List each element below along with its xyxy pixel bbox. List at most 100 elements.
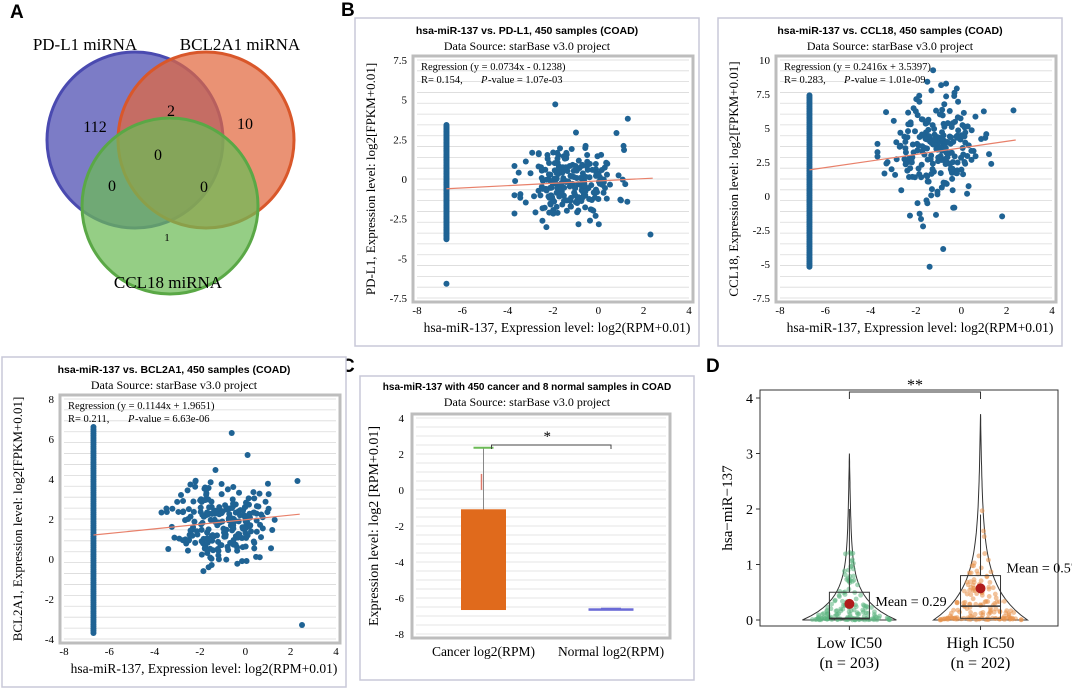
jitter-point [847, 573, 853, 579]
data-point [907, 165, 914, 172]
regression-equation: Regression (y = 0.2416x + 3.5397) [784, 62, 931, 73]
jitter-point [981, 534, 987, 540]
data-point [941, 123, 948, 130]
jitter-point [987, 609, 993, 615]
data-point [209, 510, 216, 517]
p-value: -value = 1.07e-03 [488, 75, 562, 86]
data-point [621, 147, 628, 154]
jitter-point [850, 550, 856, 556]
data-point [924, 173, 931, 180]
data-point [230, 525, 237, 532]
data-point [951, 153, 958, 160]
data-point [567, 194, 574, 201]
data-point [253, 553, 260, 560]
y-tick-label: 0 [402, 174, 408, 186]
y-tick-label: 2 [399, 449, 405, 461]
data-point [874, 153, 881, 160]
jitter-point [849, 557, 855, 563]
data-point [574, 209, 581, 216]
jitter-point [842, 572, 848, 578]
jitter-point [968, 610, 973, 615]
jitter-point [985, 599, 991, 604]
data-point [952, 118, 959, 125]
jitter-point [961, 588, 967, 594]
jitter-point [970, 588, 976, 594]
y-tick-label: 3 [746, 448, 753, 463]
data-point [892, 171, 899, 178]
jitter-point [958, 616, 964, 622]
data-point [550, 149, 557, 156]
chart-subtitle: Data Source: starBase v3.0 project [444, 395, 611, 409]
data-point [924, 78, 931, 85]
y-tick-label: 2.5 [393, 134, 407, 146]
jitter-point [858, 592, 864, 598]
data-point [230, 500, 237, 507]
x-tick-label: -2 [548, 305, 557, 317]
jitter-point [1006, 614, 1011, 620]
data-point [511, 162, 518, 169]
chart-subtitle: Data Source: starBase v3.0 project [807, 39, 974, 53]
x-tick-label: 2 [288, 646, 294, 658]
data-point [939, 106, 946, 113]
data-point [582, 204, 589, 211]
data-point [192, 477, 199, 484]
data-point [916, 210, 923, 217]
data-point [568, 145, 575, 152]
data-point [223, 556, 230, 563]
y-tick-label: 0 [49, 554, 55, 566]
data-point [189, 532, 196, 539]
data-point [595, 195, 602, 202]
jitter-point [816, 614, 822, 620]
jitter-point [962, 599, 968, 605]
jitter-point [986, 557, 991, 563]
data-point [583, 174, 590, 181]
data-point [90, 424, 97, 430]
y-tick-label: 5 [765, 123, 771, 135]
data-point [918, 215, 925, 222]
jitter-point [833, 608, 839, 614]
data-point [897, 142, 904, 149]
data-point [931, 136, 938, 143]
data-point [539, 185, 546, 192]
data-point [962, 160, 969, 167]
scatter-pdl1-panel: hsa-miR-137 vs. PD-L1, 450 samples (COAD… [354, 17, 700, 347]
plot-border [410, 412, 672, 640]
data-point [546, 160, 553, 167]
data-point [239, 558, 246, 565]
data-point [191, 518, 198, 525]
data-point [225, 547, 232, 554]
y-tick-label: -4 [45, 634, 55, 646]
data-point [543, 176, 550, 183]
data-point [911, 128, 918, 135]
data-point [207, 479, 214, 486]
data-point [968, 127, 975, 134]
data-point [174, 498, 181, 505]
data-point [566, 162, 573, 169]
regression-equation: Regression (y = 0.1144x + 1.9651) [68, 401, 215, 412]
data-point [883, 109, 890, 116]
data-point [197, 504, 204, 511]
data-point [584, 158, 591, 165]
data-point [937, 170, 944, 177]
data-point [551, 198, 558, 205]
y-tick-label: -8 [395, 629, 405, 641]
data-point [943, 93, 950, 100]
data-point [874, 140, 881, 147]
data-point [949, 175, 956, 182]
chart-title: hsa-miR-137 vs. CCL18, 450 samples (COAD… [777, 25, 1002, 37]
data-point [901, 156, 908, 163]
plot-border [774, 54, 1058, 304]
chart-subtitle: Data Source: starBase v3.0 project [444, 39, 611, 53]
mean-label: Mean = 0.29 [875, 595, 946, 610]
jitter-point [967, 570, 972, 576]
r-value: R= 0.154, [421, 75, 463, 86]
jitter-point [988, 569, 994, 575]
x-tick-label: -6 [105, 646, 115, 658]
jitter-point [832, 613, 838, 619]
data-point [939, 129, 946, 136]
data-point [905, 109, 912, 116]
jitter-point [979, 508, 985, 514]
y-tick-label: -5 [398, 253, 408, 265]
jitter-point [993, 595, 999, 601]
x-tick-label: -4 [150, 646, 160, 658]
